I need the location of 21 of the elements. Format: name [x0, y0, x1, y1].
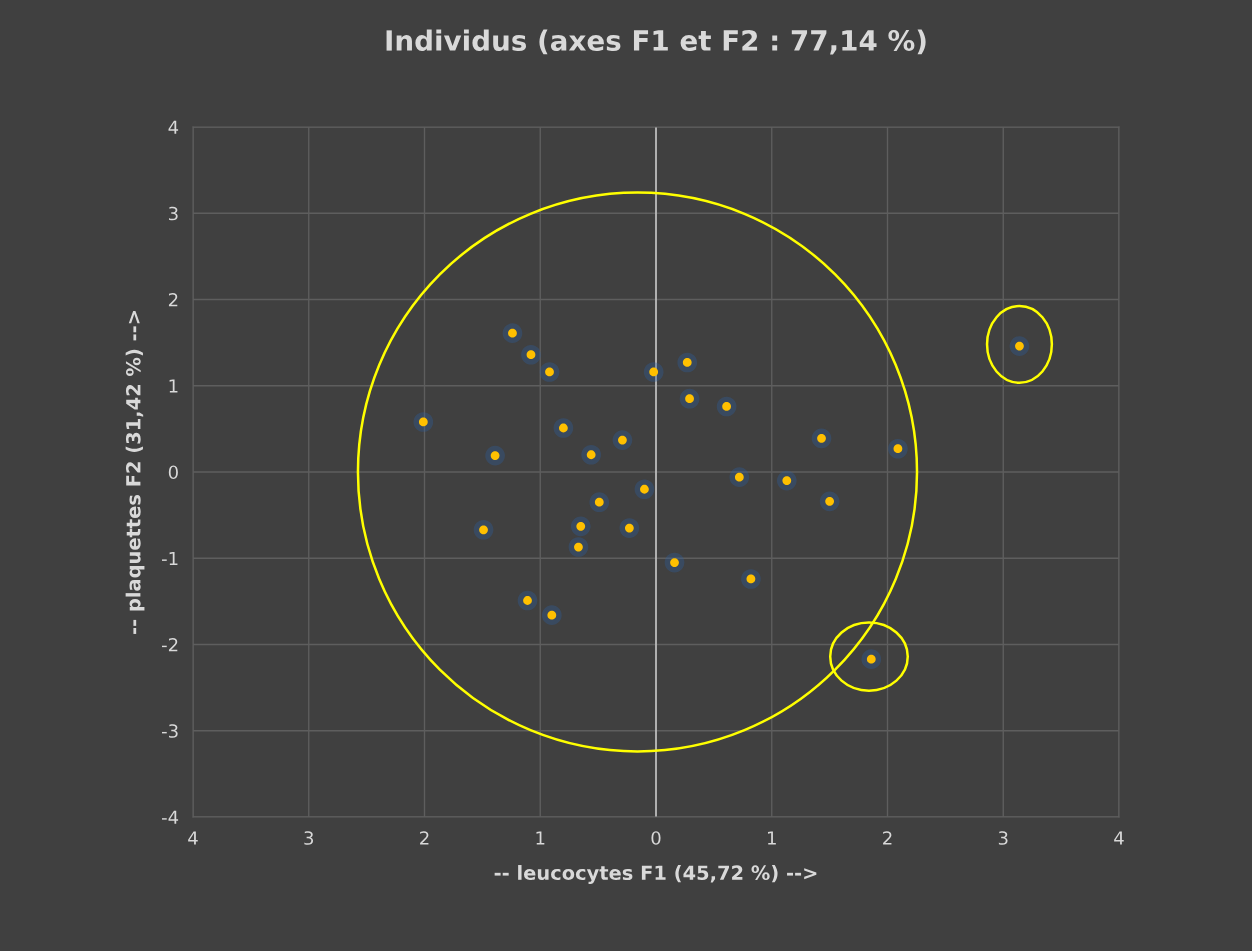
- y-tick-label: -2: [161, 637, 178, 652]
- x-tick-label: 1: [767, 831, 776, 845]
- x-tick-label: 4: [188, 831, 198, 845]
- x-tick-label: 4: [1114, 831, 1124, 845]
- y-tick-label: -1: [161, 551, 178, 566]
- x-tick-label: 1: [536, 831, 545, 845]
- y-tick-label: 1: [169, 379, 178, 393]
- x-tick-label: 3: [304, 831, 314, 845]
- y-tick-label: -3: [161, 724, 178, 738]
- x-tick-label: 2: [420, 831, 429, 845]
- chart-title: Individus (axes F1 et F2 : 77,14 %): [386, 29, 926, 55]
- y-tick-label: 2: [168, 292, 178, 307]
- y-axis-title: -- plaquettes F2 (31,42 %) -->: [125, 311, 145, 634]
- y-tick-label: 0: [168, 465, 178, 480]
- x-tick-label: 2: [883, 831, 892, 845]
- x-tick-label: 3: [998, 831, 1008, 845]
- x-tick-label: 0: [651, 831, 661, 845]
- x-axis-title: -- leucocytes F1 (45,72 %) -->: [494, 865, 817, 884]
- y-tick-label: 4: [168, 120, 179, 134]
- y-tick-label: -4: [161, 810, 179, 824]
- y-tick-label: 3: [169, 206, 178, 221]
